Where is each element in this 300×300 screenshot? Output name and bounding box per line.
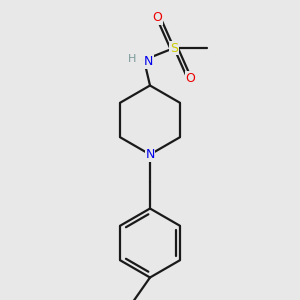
- Text: O: O: [153, 11, 162, 24]
- Text: O: O: [186, 72, 195, 85]
- Text: H: H: [128, 53, 136, 64]
- Text: S: S: [170, 41, 178, 55]
- Text: N: N: [145, 148, 155, 161]
- Text: N: N: [144, 55, 153, 68]
